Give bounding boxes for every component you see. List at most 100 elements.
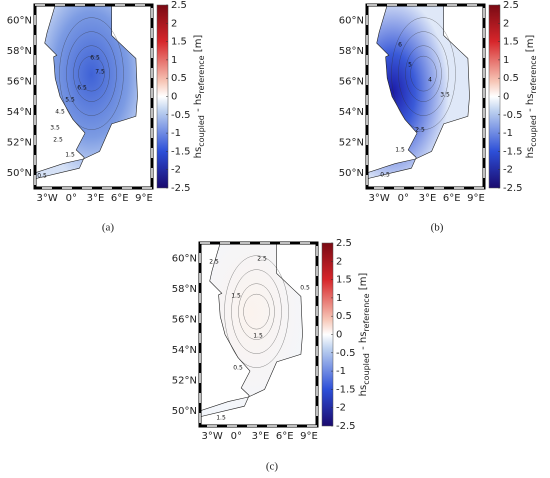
colorbar-label: hscoupled - hsreference [m]: [358, 273, 371, 397]
contour-label: 6: [398, 42, 402, 49]
lat-tick-label: 54°N: [339, 107, 364, 118]
colorbar-label-part: hs: [193, 147, 204, 159]
contour-line: [66, 31, 117, 116]
colorbar-label-part: coupled: [197, 115, 206, 147]
contour-line: [59, 17, 124, 130]
colorbar-tick-label: 1: [503, 55, 509, 66]
lon-tick-label: 6°E: [443, 193, 461, 204]
colorbar-tick-label: 2: [503, 18, 509, 29]
contour-label: 1.5: [395, 147, 405, 154]
lon-tick-label: 3°E: [419, 193, 437, 204]
colorbar-tick-label: 2.5: [503, 0, 519, 11]
contour-line: [78, 55, 105, 92]
contour-line: [231, 269, 282, 354]
lat-tick-label: 54°N: [172, 345, 197, 356]
contour-line: [243, 293, 270, 330]
contour-line: [238, 283, 275, 340]
colorbar-tick-label: -2: [503, 165, 513, 176]
contour-label: 2.5: [415, 127, 425, 134]
contour-label: 6.5: [77, 85, 87, 92]
panel-label: (c): [266, 461, 279, 473]
contour-label: 0.5: [233, 365, 243, 372]
lat-tick-label: 60°N: [7, 15, 32, 26]
colorbar-label: hscoupled - hsreference [m]: [193, 35, 206, 159]
lat-tick-label: 52°N: [339, 137, 364, 148]
lon-tick-label: 9°E: [467, 193, 485, 204]
lat-tick-label: 58°N: [339, 46, 364, 57]
colorbar-tick-label: 2: [171, 18, 177, 29]
colorbar-tick-label: -2: [171, 165, 181, 176]
colorbar-label-part: reference: [362, 293, 371, 331]
contour-label: 5.5: [65, 97, 75, 104]
lat-tick-label: 50°N: [7, 168, 32, 179]
lat-tick-label: 54°N: [7, 107, 32, 118]
lon-tick-label: 3°W: [368, 193, 389, 204]
colorbar-label: hscoupled - hsreference [m]: [525, 35, 538, 159]
panel-label: (b): [431, 222, 444, 234]
lon-tick-label: 0°: [398, 193, 409, 204]
contour-line: [410, 55, 437, 92]
contour-label: 1.5: [65, 152, 75, 159]
colorbar-tick-label: -0.5: [503, 110, 523, 121]
colorbar-tick-label: -1.5: [503, 146, 523, 157]
lat-tick-label: 52°N: [172, 375, 197, 386]
lon-tick-label: 0°: [66, 193, 77, 204]
contour-label: 0.5: [37, 173, 47, 180]
lon-tick-label: 9°E: [300, 431, 318, 442]
colorbar-label-part: hs: [358, 385, 369, 397]
colorbar-tick-label: -1: [171, 128, 181, 139]
contour-line: [224, 255, 289, 368]
colorbar-tick-label: 1.5: [336, 275, 352, 286]
colorbar-tick-label: 1.5: [171, 37, 187, 48]
contour-label: 2.5: [257, 256, 267, 263]
colorbar-tick-label: 2.5: [171, 0, 187, 11]
lat-tick-label: 56°N: [7, 76, 32, 87]
colorbar-tick-label: -1: [503, 128, 513, 139]
map-frame-dash: [199, 242, 318, 427]
lat-tick-label: 56°N: [172, 314, 197, 325]
lon-tick-label: 0°: [231, 431, 242, 442]
contour-label: 1.5: [231, 293, 241, 300]
lon-tick-label: 3°W: [201, 431, 222, 442]
contour-line: [405, 45, 442, 102]
colorbar-label-part: [m]: [525, 35, 536, 56]
lon-tick-label: 9°E: [135, 193, 153, 204]
contour-label: 4: [428, 77, 432, 84]
lat-tick-label: 56°N: [339, 76, 364, 87]
colorbar-tick-label: -0.5: [336, 348, 356, 359]
contour-label: 4.5: [55, 109, 65, 116]
colorbar-label-part: [m]: [193, 35, 204, 56]
colorbar-tick-label: 2.5: [336, 238, 352, 249]
colorbar-label-part: - hs: [525, 94, 536, 116]
lat-tick-label: 58°N: [172, 284, 197, 295]
colorbar-tick-label: 1: [336, 293, 342, 304]
colorbar-label-part: - hs: [193, 94, 204, 116]
lat-tick-label: 58°N: [7, 46, 32, 57]
colorbar-tick-label: -2.5: [336, 421, 356, 432]
panel-label: (a): [102, 222, 115, 234]
contour-label: 1.5: [253, 333, 263, 340]
contour-label: 5: [408, 62, 412, 69]
colorbar-label-part: coupled: [362, 353, 371, 385]
colorbar-tick-label: -2.5: [171, 183, 191, 194]
colorbar-tick-label: 1.5: [503, 37, 519, 48]
contour-label: 2.5: [53, 137, 63, 144]
lon-tick-label: 6°E: [276, 431, 294, 442]
colorbar-label-part: hs: [525, 147, 536, 159]
colorbar-tick-label: 0: [503, 92, 509, 103]
contour-line: [398, 31, 449, 116]
colorbar-tick-label: 0: [336, 330, 342, 341]
lon-tick-label: 3°W: [36, 193, 57, 204]
contour-label: 3.5: [440, 92, 450, 99]
lon-tick-label: 3°E: [87, 193, 105, 204]
colorbar-tick-label: 0: [171, 92, 177, 103]
colorbar-tick-label: 1: [171, 55, 177, 66]
colorbar-tick-label: -1.5: [336, 384, 356, 395]
contour-line: [391, 17, 456, 130]
lat-tick-label: 50°N: [172, 406, 197, 417]
colorbar-tick-label: 0.5: [336, 311, 352, 322]
contour-label: 3.5: [50, 125, 60, 132]
map-frame-dash: [34, 4, 153, 189]
lat-tick-label: 60°N: [172, 253, 197, 264]
